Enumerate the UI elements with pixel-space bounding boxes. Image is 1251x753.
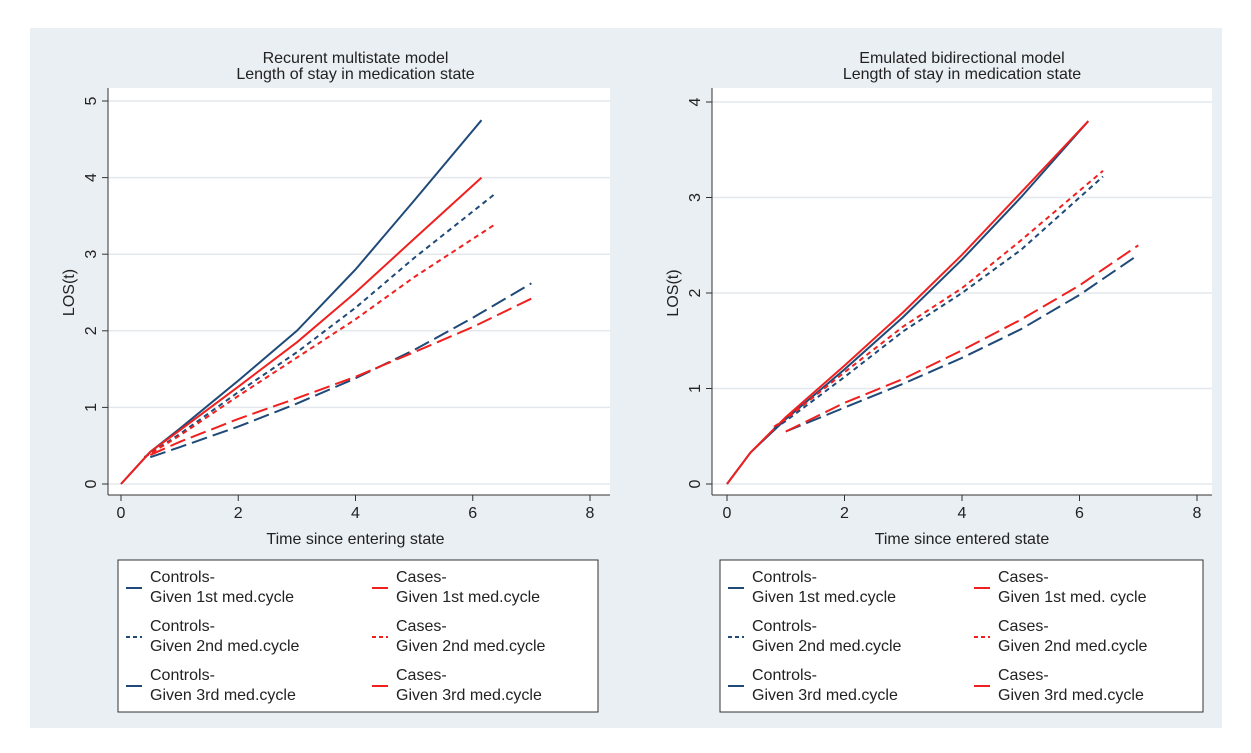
y-tick-label: 0 [687,479,704,488]
x-axis-label: Time since entering state [266,531,444,548]
legend-label: Cases- [998,569,1049,586]
legend-label: Cases- [396,618,447,635]
legend-label: Cases- [396,667,447,684]
legend-label: Controls- [150,667,215,684]
legend-box [117,559,599,713]
legend-label: Given 3rd med.cycle [752,687,898,704]
x-axis-label: Time since entered state [875,531,1050,548]
chart-title: Emulated bidirectional model [859,50,1064,67]
x-tick-label: 4 [351,505,360,522]
y-tick-label: 5 [83,96,100,105]
series-line [120,176,483,485]
series-line [726,120,1090,485]
legend-label: Controls- [752,618,817,635]
chart-title: Recurent multistate model [263,50,449,67]
legend-label: Given 3rd med.cycle [998,687,1144,704]
legend-label: Given 2nd med.cycle [396,638,546,655]
legend-label: Given 1st med.cycle [752,589,896,606]
y-tick-label: 1 [83,403,100,412]
x-tick-label: 8 [586,505,595,522]
x-tick-label: 6 [468,505,477,522]
legend-label: Controls- [150,618,215,635]
x-tick-label: 2 [234,505,243,522]
chart-subtitle: Length of stay in medication state [236,66,474,83]
y-tick-label: 3 [687,193,704,202]
series-line [149,282,532,459]
plot-region [712,88,1212,495]
legend-label: Cases- [998,667,1049,684]
y-tick-label: 4 [687,97,704,106]
legend-label: Controls- [752,667,817,684]
x-tick-label: 6 [1075,505,1084,522]
series-line [143,192,497,459]
y-tick-label: 3 [83,250,100,259]
chart-subtitle: Length of stay in medication state [843,66,1081,83]
series-line [149,297,532,456]
legend-label: Given 3rd med.cycle [396,687,542,704]
y-tick-label: 2 [687,288,704,297]
series-line [785,253,1139,433]
legend-label: Given 2nd med.cycle [752,638,902,655]
y-axis-label: LOS(t) [61,269,78,316]
y-tick-label: 1 [687,384,704,393]
legend-label: Controls- [752,569,817,586]
x-tick-label: 0 [723,505,732,522]
y-tick-label: 4 [83,173,100,182]
legend-label: Given 1st med.cycle [150,589,294,606]
legend-label: Cases- [998,618,1049,635]
legend-label: Given 1st med.cycle [396,589,540,606]
x-tick-label: 4 [958,505,967,522]
legend-label: Controls- [150,569,215,586]
legend-label: Given 3rd med.cycle [150,687,296,704]
y-axis-label: LOS(t) [665,269,682,316]
x-tick-label: 8 [1193,505,1202,522]
legend-label: Given 2nd med.cycle [998,638,1148,655]
legend-box [719,559,1204,713]
y-tick-label: 2 [83,326,100,335]
legend-label: Given 1st med. cycle [998,589,1147,606]
legend-label: Given 2nd med.cycle [150,638,300,655]
series-line [773,170,1104,428]
y-tick-label: 0 [83,479,100,488]
series-line [143,222,497,459]
legend-label: Cases- [396,569,447,586]
x-tick-label: 2 [840,505,849,522]
x-tick-label: 0 [117,505,126,522]
